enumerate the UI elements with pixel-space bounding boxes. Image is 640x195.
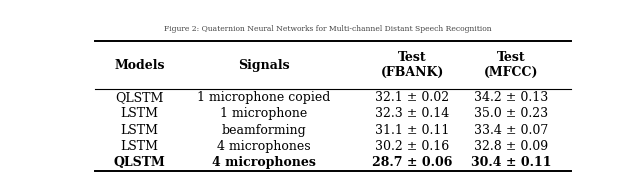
Text: 4 microphones: 4 microphones	[212, 156, 316, 169]
Text: 30.2 ± 0.16: 30.2 ± 0.16	[375, 140, 449, 153]
Text: 32.8 ± 0.09: 32.8 ± 0.09	[474, 140, 548, 153]
Text: 33.4 ± 0.07: 33.4 ± 0.07	[474, 123, 548, 136]
Text: QLSTM: QLSTM	[114, 156, 165, 169]
Text: 31.1 ± 0.11: 31.1 ± 0.11	[375, 123, 449, 136]
Text: LSTM: LSTM	[120, 123, 159, 136]
Text: 35.0 ± 0.23: 35.0 ± 0.23	[474, 107, 548, 120]
Text: 4 microphones: 4 microphones	[217, 140, 310, 153]
Text: 1 microphone copied: 1 microphone copied	[197, 91, 330, 104]
Text: beamforming: beamforming	[221, 123, 306, 136]
Text: Signals: Signals	[237, 59, 289, 72]
Text: QLSTM: QLSTM	[115, 91, 164, 104]
Text: 28.7 ± 0.06: 28.7 ± 0.06	[372, 156, 452, 169]
Text: 30.4 ± 0.11: 30.4 ± 0.11	[471, 156, 552, 169]
Text: Figure 2: Quaternion Neural Networks for Multi-channel Distant Speech Recognitio: Figure 2: Quaternion Neural Networks for…	[164, 25, 492, 33]
Text: 32.3 ± 0.14: 32.3 ± 0.14	[375, 107, 449, 120]
Text: LSTM: LSTM	[120, 140, 159, 153]
Text: Test
(FBANK): Test (FBANK)	[381, 51, 444, 79]
Text: 1 microphone: 1 microphone	[220, 107, 307, 120]
Text: LSTM: LSTM	[120, 107, 159, 120]
Text: Test
(MFCC): Test (MFCC)	[484, 51, 539, 79]
Text: 34.2 ± 0.13: 34.2 ± 0.13	[474, 91, 548, 104]
Text: 32.1 ± 0.02: 32.1 ± 0.02	[375, 91, 449, 104]
Text: Models: Models	[115, 59, 164, 72]
